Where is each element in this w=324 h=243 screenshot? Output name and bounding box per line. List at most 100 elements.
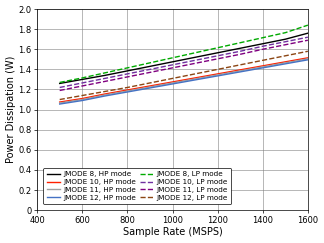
JMODE 12, LP mode <box>80 94 84 97</box>
JMODE 10, LP mode <box>216 54 220 57</box>
JMODE 12, HP mode <box>238 70 242 73</box>
JMODE 10, HP mode <box>170 80 174 83</box>
JMODE 11, LP mode <box>284 43 287 46</box>
JMODE 10, HP mode <box>216 72 220 75</box>
JMODE 11, LP mode <box>238 53 242 56</box>
JMODE 12, HP mode <box>103 95 107 97</box>
JMODE 10, HP mode <box>103 93 107 95</box>
JMODE 8, HP mode <box>306 32 310 35</box>
Line: JMODE 12, HP mode: JMODE 12, HP mode <box>60 60 308 104</box>
JMODE 11, HP mode <box>261 65 265 68</box>
JMODE 11, HP mode <box>193 78 197 80</box>
JMODE 10, HP mode <box>125 88 129 91</box>
JMODE 8, LP mode <box>148 61 152 64</box>
JMODE 8, LP mode <box>80 77 84 79</box>
JMODE 12, HP mode <box>148 87 152 89</box>
JMODE 11, HP mode <box>58 102 62 104</box>
JMODE 8, HP mode <box>238 47 242 50</box>
JMODE 8, HP mode <box>125 69 129 72</box>
JMODE 11, LP mode <box>193 62 197 65</box>
JMODE 8, HP mode <box>216 51 220 54</box>
JMODE 12, LP mode <box>238 63 242 66</box>
JMODE 10, LP mode <box>103 77 107 80</box>
JMODE 8, HP mode <box>103 74 107 77</box>
JMODE 8, HP mode <box>80 78 84 81</box>
JMODE 10, HP mode <box>58 101 62 104</box>
JMODE 11, HP mode <box>103 94 107 96</box>
JMODE 10, HP mode <box>238 69 242 71</box>
JMODE 12, LP mode <box>148 81 152 84</box>
JMODE 12, HP mode <box>193 78 197 81</box>
JMODE 11, HP mode <box>238 69 242 72</box>
JMODE 11, HP mode <box>284 61 287 64</box>
JMODE 12, HP mode <box>216 74 220 77</box>
JMODE 8, LP mode <box>170 56 174 59</box>
JMODE 12, HP mode <box>261 66 265 69</box>
JMODE 12, LP mode <box>261 59 265 62</box>
JMODE 11, LP mode <box>170 66 174 69</box>
Line: JMODE 10, LP mode: JMODE 10, LP mode <box>60 37 308 87</box>
JMODE 11, HP mode <box>125 89 129 92</box>
JMODE 11, LP mode <box>103 80 107 83</box>
JMODE 12, LP mode <box>284 54 287 57</box>
JMODE 11, HP mode <box>80 98 84 101</box>
JMODE 11, LP mode <box>148 71 152 74</box>
JMODE 8, LP mode <box>261 36 265 39</box>
JMODE 10, HP mode <box>80 97 84 100</box>
JMODE 10, LP mode <box>284 40 287 43</box>
JMODE 8, LP mode <box>216 46 220 49</box>
JMODE 11, HP mode <box>170 81 174 84</box>
JMODE 8, LP mode <box>238 41 242 44</box>
JMODE 10, LP mode <box>238 50 242 53</box>
Line: JMODE 10, HP mode: JMODE 10, HP mode <box>60 58 308 102</box>
JMODE 8, HP mode <box>148 65 152 68</box>
JMODE 12, LP mode <box>58 98 62 101</box>
Line: JMODE 11, HP mode: JMODE 11, HP mode <box>60 59 308 103</box>
JMODE 12, LP mode <box>216 68 220 71</box>
X-axis label: Sample Rate (MSPS): Sample Rate (MSPS) <box>123 227 222 237</box>
Line: JMODE 12, LP mode: JMODE 12, LP mode <box>60 51 308 100</box>
JMODE 12, LP mode <box>306 50 310 53</box>
Line: JMODE 8, LP mode: JMODE 8, LP mode <box>60 25 308 82</box>
Line: JMODE 11, LP mode: JMODE 11, LP mode <box>60 40 308 90</box>
JMODE 8, HP mode <box>284 38 287 41</box>
JMODE 11, LP mode <box>306 39 310 42</box>
JMODE 11, LP mode <box>125 76 129 78</box>
Line: JMODE 8, HP mode: JMODE 8, HP mode <box>60 33 308 83</box>
JMODE 8, LP mode <box>193 51 197 54</box>
JMODE 11, HP mode <box>216 73 220 76</box>
JMODE 10, LP mode <box>193 59 197 62</box>
JMODE 10, LP mode <box>80 81 84 84</box>
JMODE 10, LP mode <box>125 72 129 75</box>
JMODE 10, HP mode <box>261 64 265 67</box>
JMODE 8, LP mode <box>284 31 287 34</box>
Y-axis label: Power Dissipation (W): Power Dissipation (W) <box>6 56 16 163</box>
JMODE 10, LP mode <box>306 36 310 39</box>
JMODE 8, HP mode <box>58 82 62 85</box>
JMODE 8, HP mode <box>170 60 174 63</box>
JMODE 10, LP mode <box>170 63 174 66</box>
JMODE 8, LP mode <box>306 24 310 26</box>
JMODE 10, HP mode <box>193 77 197 79</box>
JMODE 8, LP mode <box>125 66 129 69</box>
JMODE 10, LP mode <box>261 45 265 48</box>
JMODE 11, LP mode <box>80 85 84 87</box>
JMODE 8, LP mode <box>103 71 107 74</box>
JMODE 12, HP mode <box>170 82 174 85</box>
Legend: JMODE 8, HP mode, JMODE 10, HP mode, JMODE 11, HP mode, JMODE 12, HP mode, JMODE: JMODE 8, HP mode, JMODE 10, HP mode, JMO… <box>43 168 231 205</box>
JMODE 11, LP mode <box>58 89 62 92</box>
JMODE 10, LP mode <box>148 68 152 71</box>
JMODE 10, LP mode <box>58 86 62 89</box>
JMODE 12, HP mode <box>125 91 129 94</box>
JMODE 12, LP mode <box>170 77 174 80</box>
JMODE 12, HP mode <box>80 99 84 102</box>
JMODE 12, LP mode <box>193 72 197 75</box>
JMODE 8, HP mode <box>261 42 265 45</box>
JMODE 11, HP mode <box>306 57 310 60</box>
JMODE 11, LP mode <box>261 48 265 51</box>
JMODE 8, HP mode <box>193 56 197 59</box>
JMODE 11, LP mode <box>216 57 220 60</box>
JMODE 10, HP mode <box>306 56 310 59</box>
JMODE 12, HP mode <box>306 58 310 61</box>
JMODE 10, HP mode <box>148 85 152 87</box>
